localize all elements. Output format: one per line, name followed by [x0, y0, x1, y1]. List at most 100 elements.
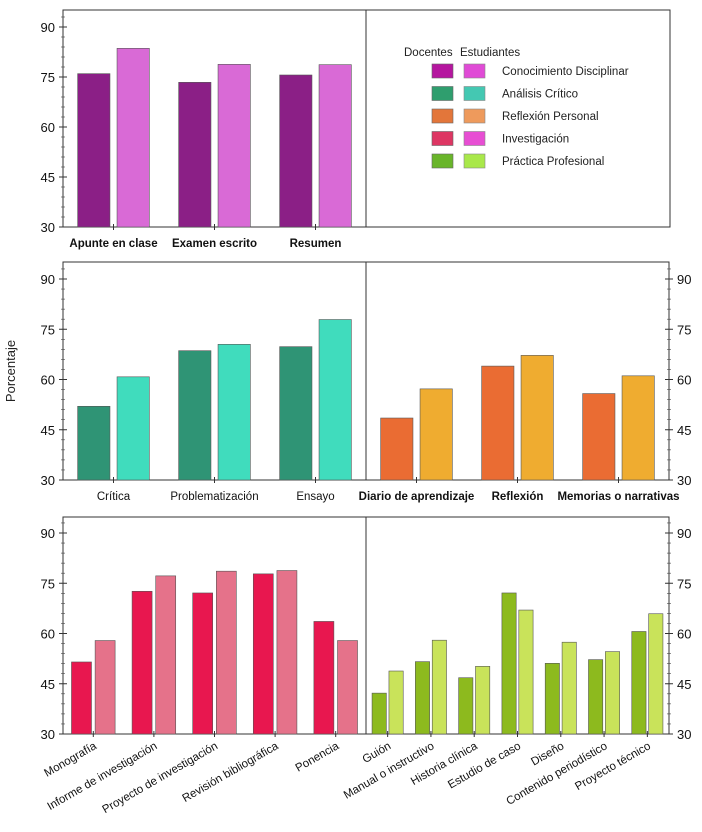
bar-docentes	[313, 621, 335, 735]
bar-estudiantes	[94, 640, 116, 735]
bar-docentes	[192, 592, 213, 735]
legend-swatch-estudiantes	[463, 108, 486, 124]
bar-estudiantes	[318, 64, 352, 228]
bar-docentes	[501, 592, 517, 735]
bar-docentes	[71, 661, 92, 735]
y-tick-label: 30	[677, 473, 691, 488]
bar-docentes	[77, 73, 111, 228]
y-tick-label: 75	[677, 322, 691, 337]
legend-item: Investigación	[431, 131, 569, 146]
x-category-label: Problematización	[170, 491, 258, 503]
legend-label: Reflexión Personal	[502, 111, 599, 123]
bar-docentes	[279, 74, 313, 228]
legend-swatch-docentes	[431, 131, 454, 146]
bar-docentes	[458, 677, 474, 735]
y-tick-label: 45	[41, 170, 55, 185]
bar-estudiantes	[419, 388, 453, 481]
bar-docentes	[252, 573, 274, 735]
bar-docentes	[77, 405, 111, 481]
y-tick-label: 30	[41, 727, 55, 742]
x-category-label: Ensayo	[296, 491, 334, 503]
bar-estudiantes	[648, 613, 664, 735]
bar-estudiantes	[155, 575, 177, 735]
bar-group	[279, 64, 352, 228]
y-tick-label: 45	[41, 677, 55, 692]
y-tick-label: 60	[41, 627, 55, 642]
legend-label: Práctica Profesional	[502, 156, 604, 168]
x-category-label: Crítica	[97, 491, 131, 503]
bar-group	[313, 621, 358, 735]
y-tick-label: 75	[41, 322, 55, 337]
legend-label: Conocimiento Disciplinar	[502, 66, 629, 78]
y-tick-label: 90	[677, 526, 691, 541]
bar-estudiantes	[621, 375, 655, 481]
bar-group	[481, 355, 554, 481]
bar-group	[192, 570, 237, 735]
bar-group	[252, 570, 298, 735]
x-category-label: Estudio de caso	[446, 740, 523, 791]
bar-estudiantes	[561, 641, 577, 735]
bar-estudiantes	[337, 640, 358, 735]
y-tick-label: 90	[41, 526, 55, 541]
bar-estudiantes	[116, 376, 150, 481]
bar-group	[415, 639, 447, 735]
legend-item: Práctica Profesional	[431, 153, 604, 169]
y-tick-label: 75	[41, 576, 55, 591]
y-tick-label: 30	[41, 220, 55, 235]
y-tick-label: 90	[41, 272, 55, 287]
legend-swatch-docentes	[431, 63, 454, 79]
y-tick-label: 90	[41, 20, 55, 35]
bar-estudiantes	[318, 319, 352, 481]
bar-estudiantes	[217, 344, 251, 481]
bar-estudiantes	[276, 570, 298, 735]
bar-group	[71, 640, 116, 735]
legend-swatch-docentes	[431, 86, 454, 101]
y-tick-label: 60	[677, 373, 691, 388]
x-category-label: Proyecto técnico	[573, 740, 653, 793]
bar-group	[582, 375, 655, 481]
bar-estudiantes	[216, 570, 237, 735]
y-tick-label: 75	[41, 70, 55, 85]
bar-docentes	[588, 659, 604, 735]
legend-swatch-estudiantes	[463, 131, 486, 146]
legend-header-docentes: Docentes	[404, 47, 453, 59]
bar-docentes	[544, 663, 560, 735]
y-tick-label: 45	[677, 677, 691, 692]
y-tick-label: 45	[677, 423, 691, 438]
bar-group	[544, 641, 577, 735]
bar-docentes	[380, 417, 414, 481]
bar-group	[501, 592, 534, 735]
bar-group	[77, 376, 150, 481]
bar-estudiantes	[388, 670, 404, 735]
bar-group	[279, 319, 352, 481]
legend-swatch-docentes	[431, 108, 454, 124]
y-axis-label: Porcentaje	[3, 340, 18, 402]
y-tick-label: 90	[677, 272, 691, 287]
legend-swatch-estudiantes	[463, 63, 486, 79]
legend-swatch-estudiantes	[463, 153, 486, 169]
legend-header-estudiantes: Estudiantes	[460, 47, 520, 59]
plot-frame	[365, 516, 670, 735]
x-category-label: Resumen	[290, 238, 342, 250]
legend-swatch-docentes	[431, 153, 454, 169]
legend-item: Reflexión Personal	[431, 108, 599, 124]
bar-group	[380, 388, 453, 481]
bar-group	[588, 651, 620, 735]
bar-group	[131, 575, 177, 735]
bar-group	[178, 64, 251, 228]
x-category-label: Proyecto de investigación	[100, 740, 220, 816]
bar-estudiantes	[217, 64, 251, 228]
y-tick-label: 60	[677, 627, 691, 642]
x-category-label: Revisión bibliográfica	[180, 740, 281, 805]
bar-estudiantes	[475, 666, 491, 735]
legend-item: Análisis Crítico	[431, 86, 578, 101]
bar-docentes	[131, 590, 153, 735]
legend-swatch-estudiantes	[463, 86, 486, 101]
legend: Docentes Estudiantes Conocimiento Discip…	[365, 9, 671, 228]
bar-group	[178, 344, 251, 481]
bar-group	[77, 48, 150, 228]
bar-docentes	[415, 661, 430, 735]
x-category-label: Reflexión	[492, 491, 544, 503]
